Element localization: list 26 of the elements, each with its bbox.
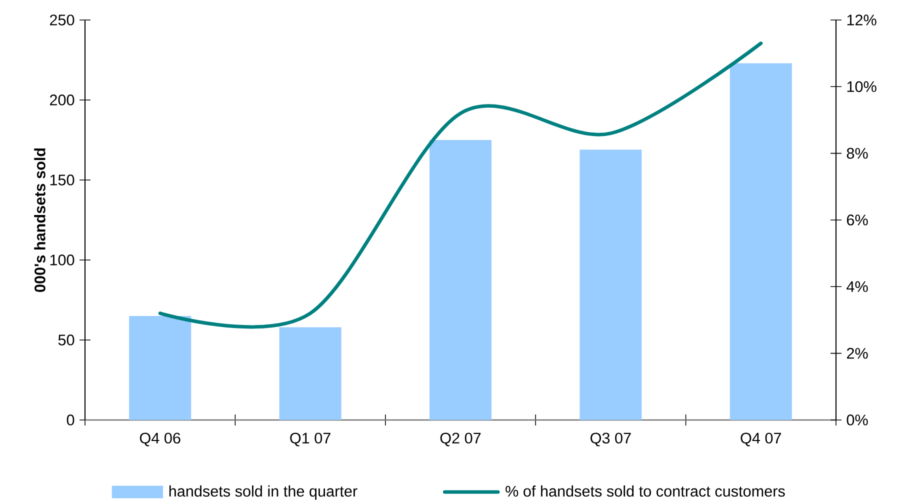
x-tick-label: Q2 07 bbox=[440, 432, 481, 446]
x-tick-label: Q1 07 bbox=[290, 432, 330, 446]
legend-label: handsets sold in the quarter bbox=[169, 485, 358, 500]
bar bbox=[129, 316, 192, 420]
y-tick-label: 0 bbox=[66, 414, 74, 426]
x-tick-label: Q4 06 bbox=[140, 432, 180, 446]
y2-tick-label: 2% bbox=[846, 348, 868, 359]
bar bbox=[430, 140, 492, 420]
x-tick-label: Q4 07 bbox=[740, 432, 781, 446]
y-tick-label: 200 bbox=[50, 94, 74, 106]
y-tick-label: 50 bbox=[58, 334, 74, 346]
y-tick-label: 250 bbox=[50, 14, 74, 26]
x-tick-label: Q3 07 bbox=[590, 432, 631, 446]
y-tick-label: 150 bbox=[50, 174, 74, 186]
y-tick-label: 100 bbox=[50, 254, 74, 266]
y2-tick-label: 10% bbox=[847, 81, 876, 92]
y2-tick-label: 6% bbox=[846, 214, 868, 226]
y2-tick-label: 0% bbox=[846, 414, 868, 426]
y-axis-title: 000's handsets sold bbox=[34, 148, 46, 292]
y2-tick-label: 8% bbox=[846, 148, 868, 159]
bar bbox=[279, 327, 342, 420]
y2-tick-label: 12% bbox=[847, 14, 876, 26]
y2-tick-label: 4% bbox=[846, 281, 868, 292]
legend-label: % of handsets sold to contract customers bbox=[506, 485, 785, 497]
bar bbox=[730, 63, 792, 420]
bar bbox=[580, 150, 642, 420]
